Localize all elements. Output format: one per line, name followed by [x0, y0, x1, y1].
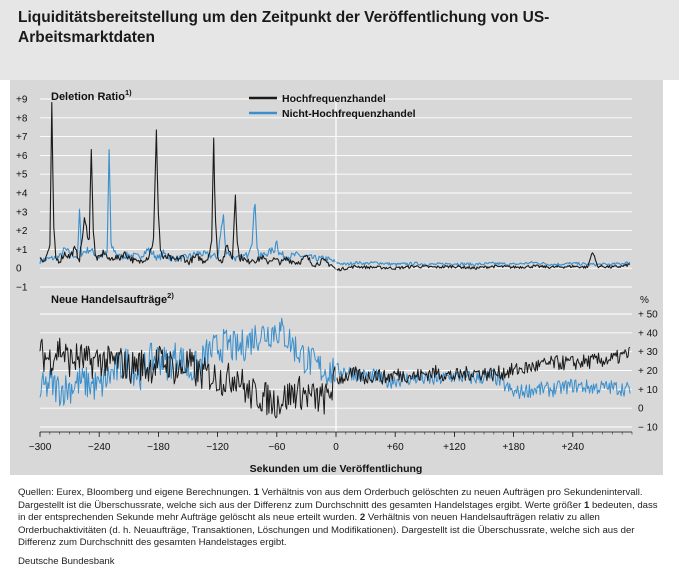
- y-tick-label: 0: [638, 404, 644, 415]
- page-title: Liquiditätsbereitstellung um den Zeitpun…: [18, 9, 550, 46]
- footnote-1-text-b: bedeuten, dass in der entsprechenden Sek…: [18, 499, 658, 524]
- source-note: Quellen: Eurex, Bloomberg und eigene Ber…: [18, 487, 252, 498]
- x-tick-label: +180: [502, 442, 525, 453]
- y-tick-label: −1: [16, 283, 28, 294]
- x-tick-label: −240: [88, 442, 111, 453]
- footnote-1-text-a: Verhältnis von aus dem Orderbuch gelösch…: [18, 487, 643, 511]
- y-tick-label: +7: [16, 132, 28, 143]
- header-band: Liquiditätsbereitstellung um den Zeitpun…: [0, 0, 679, 80]
- y-tick-label: + 40: [638, 328, 658, 339]
- x-tick-label: +120: [443, 442, 466, 453]
- legend-label: Nicht-Hochfrequenzhandel: [282, 108, 416, 120]
- footnote-1-marker: 1: [253, 487, 260, 498]
- x-tick-label: −300: [29, 442, 52, 453]
- chart-svg: +9 +8 +7 +6 +5 +4 +3 +2 +1 0 −1 Deletion Ratio1) + …: [16, 88, 658, 475]
- footnote-2-text: Verhältnis von neuen Handelsaufträgen re…: [18, 512, 635, 549]
- y-tick-label: + 10: [638, 385, 658, 396]
- y-tick-label: + 20: [638, 366, 658, 377]
- y-tick-label: +1: [16, 245, 28, 256]
- legend-label: Hochfrequenzhandel: [282, 93, 386, 105]
- y-tick-label: + 30: [638, 347, 658, 358]
- series-nonhft-deletion: [39, 149, 631, 267]
- footnote-2-marker: 2: [359, 512, 366, 524]
- x-axis: −300 −240 −180 −120 −60 0 +60 +120 +180 +240 Sekun…: [29, 95, 633, 475]
- series-hft-deletion: [39, 101, 631, 272]
- y-tick-label: +3: [16, 207, 28, 218]
- x-tick-label: +240: [562, 442, 585, 453]
- panel-title-footnote: 1): [125, 88, 132, 97]
- footnote-1-value: 1: [583, 499, 590, 511]
- x-tick-label: 0: [333, 442, 339, 453]
- x-tick-label: +60: [387, 442, 404, 453]
- y-tick-label: +9: [16, 95, 28, 106]
- y-tick-label: + 50: [638, 310, 658, 321]
- y-tick-label: − 10: [638, 423, 658, 434]
- x-tick-label: −180: [147, 442, 170, 453]
- new-orders-panel: + 50 + 40 + 30 + 20 + 10 0 − 10% Neue Handelsau…: [39, 291, 658, 434]
- y-tick-label: +4: [16, 189, 28, 200]
- series-hft-orders: [39, 337, 631, 419]
- panel-title: Deletion Ratio1): [51, 88, 132, 103]
- y-unit-label: %: [640, 295, 649, 306]
- panel-title-footnote: 2): [167, 291, 174, 300]
- footnotes: Quellen: Eurex, Bloomberg und eigene Ber…: [18, 487, 666, 550]
- x-tick-label: −120: [206, 442, 229, 453]
- y-tick-label: +8: [16, 113, 28, 124]
- y-tick-label: +6: [16, 151, 28, 162]
- y-tick-label: +2: [16, 226, 28, 237]
- publisher: Deutsche Bundesbank: [18, 556, 115, 567]
- x-axis-label: Sekunden um die Veröffentlichung: [250, 463, 423, 475]
- y-tick-label: 0: [16, 264, 22, 275]
- panel-title: Neue Handelsaufträge2): [51, 291, 174, 306]
- x-tick-label: −60: [268, 442, 285, 453]
- y-tick-label: +5: [16, 170, 28, 181]
- legend: Hochfrequenzhandel Nicht-Hochfrequenzhand…: [249, 93, 416, 120]
